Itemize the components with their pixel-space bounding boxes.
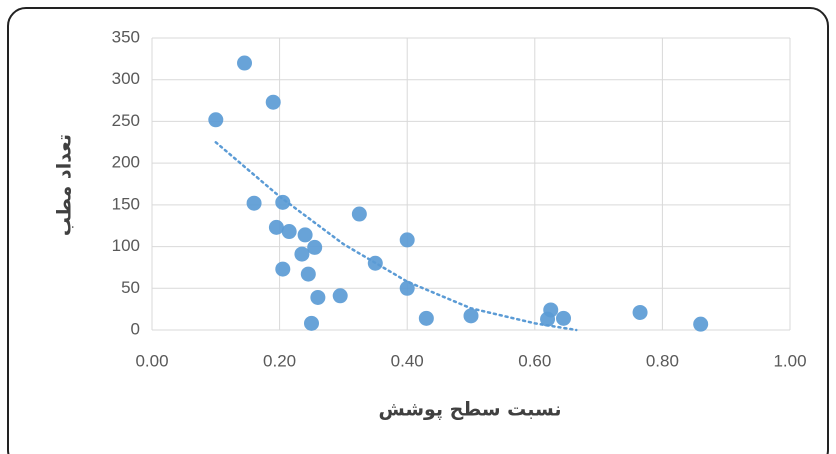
data-point — [300, 266, 316, 282]
x-tick-label: 0.20 — [263, 351, 296, 370]
data-point — [268, 219, 284, 235]
y-tick-label: 100 — [112, 236, 140, 255]
data-point — [399, 232, 415, 248]
y-tick-label: 200 — [112, 153, 140, 172]
data-point — [463, 308, 479, 324]
x-tick-label: 0.00 — [135, 351, 168, 370]
data-point — [399, 280, 415, 296]
x-tick-label: 0.40 — [391, 351, 424, 370]
data-point — [297, 227, 313, 243]
x-tick-label: 0.60 — [518, 351, 551, 370]
data-point — [543, 302, 559, 318]
data-point — [332, 288, 348, 304]
data-point — [367, 255, 383, 271]
y-tick-label: 50 — [121, 278, 140, 297]
data-point — [351, 206, 367, 222]
data-point — [418, 310, 434, 326]
x-tick-label: 1.00 — [773, 351, 806, 370]
y-tick-label: 250 — [112, 111, 140, 130]
data-point — [246, 195, 262, 211]
data-point — [265, 94, 281, 110]
data-point — [237, 55, 253, 71]
data-point — [304, 315, 319, 331]
data-point — [632, 304, 648, 320]
x-tick-label: 0.80 — [646, 351, 679, 370]
data-point — [281, 224, 297, 240]
x-axis-label: نسبت سطح پوشش — [378, 399, 561, 421]
y-tick-label: 300 — [112, 69, 140, 88]
y-tick-label: 0 — [131, 319, 140, 338]
data-point — [208, 112, 224, 128]
data-point — [275, 261, 291, 277]
data-point — [307, 239, 323, 255]
data-point — [310, 289, 326, 305]
y-tick-label: 350 — [112, 27, 140, 46]
data-point — [556, 310, 572, 326]
data-point — [294, 246, 310, 262]
data-point — [275, 194, 291, 210]
y-axis-label: تعداد مطب — [54, 134, 76, 236]
y-tick-label: 150 — [112, 194, 140, 213]
data-point — [693, 316, 709, 332]
